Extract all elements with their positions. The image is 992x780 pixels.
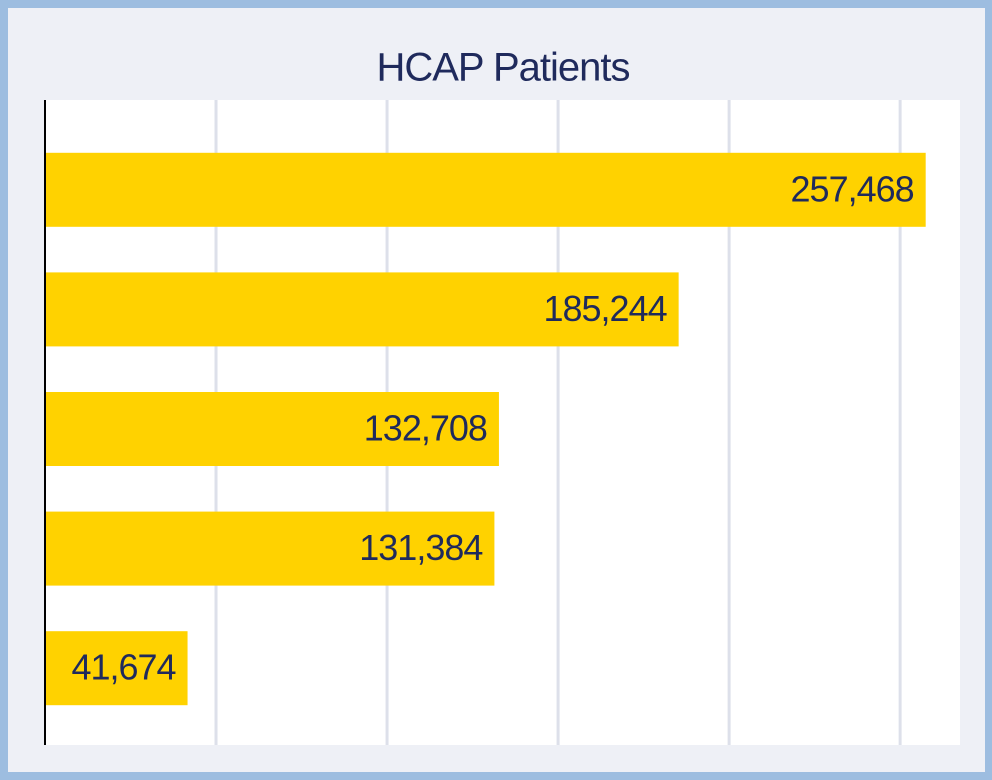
bar bbox=[45, 152, 926, 227]
value-label: 41,674 bbox=[71, 647, 175, 688]
bar bbox=[45, 392, 499, 466]
bar bbox=[45, 631, 188, 706]
chart-title: HCAP Patients bbox=[376, 46, 629, 90]
bar bbox=[45, 511, 495, 586]
value-label: 185,244 bbox=[543, 288, 666, 329]
bar bbox=[45, 272, 679, 347]
value-label: 132,708 bbox=[364, 408, 487, 449]
value-label: 257,468 bbox=[791, 168, 914, 209]
value-label: 131,384 bbox=[359, 527, 482, 568]
